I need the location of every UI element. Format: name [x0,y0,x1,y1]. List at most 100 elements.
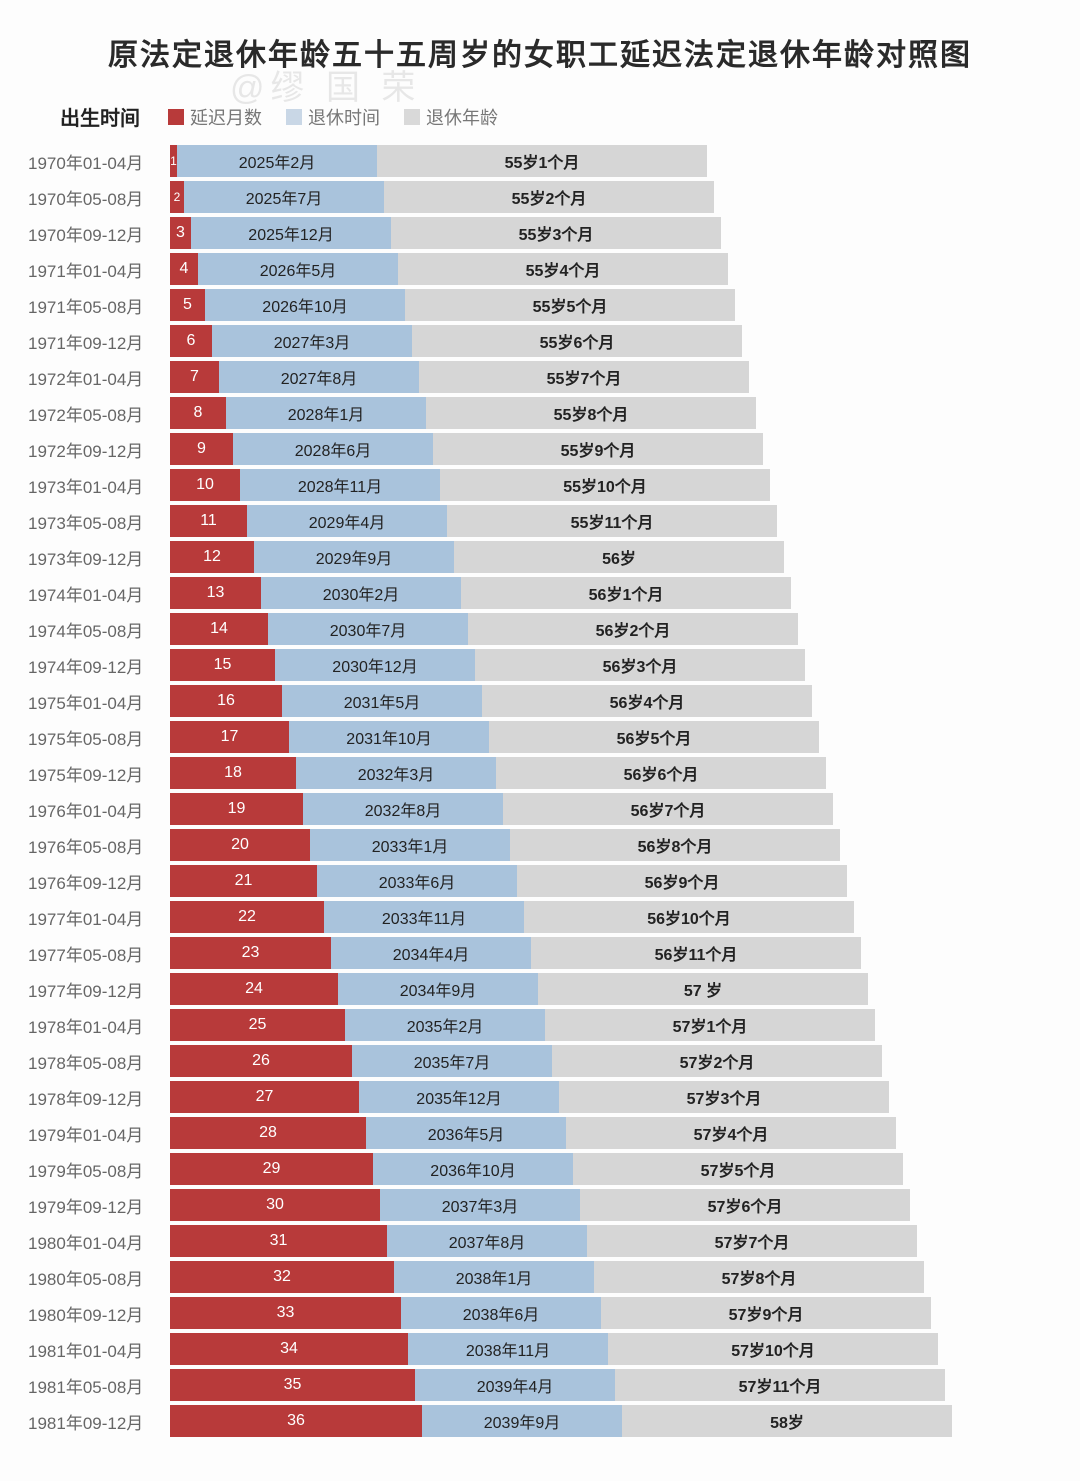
retire-date-bar: 2037年3月 [380,1189,580,1221]
row-birth-label: 1978年05-08月 [20,1045,170,1077]
retire-date-bar: 2038年1月 [394,1261,594,1293]
chart-row: 1981年09-12月362039年9月58岁 [20,1405,1060,1437]
bar-area: 182032年3月56岁6个月 [170,757,1060,789]
retire-age-bar: 57岁2个月 [552,1045,882,1077]
row-birth-label: 1975年05-08月 [20,721,170,753]
bar-area: 292036年10月57岁5个月 [170,1153,1060,1185]
retire-date-bar: 2030年12月 [275,649,475,681]
bar-area: 122029年9月56岁 [170,541,1060,573]
delay-bar: 24 [170,973,338,1005]
retire-date-bar: 2035年7月 [352,1045,552,1077]
bar-area: 272035年12月57岁3个月 [170,1081,1060,1113]
retire-age-bar: 55岁10个月 [440,469,770,501]
legend-label-delay: 延迟月数 [190,104,262,130]
retire-age-bar: 55岁4个月 [398,253,728,285]
retire-date-bar: 2028年6月 [233,433,433,465]
bar-area: 72027年8月55岁7个月 [170,361,1060,393]
chart-row: 1972年05-08月82028年1月55岁8个月 [20,397,1060,429]
chart-row: 1981年05-08月352039年4月57岁11个月 [20,1369,1060,1401]
row-birth-label: 1974年05-08月 [20,613,170,645]
retire-age-bar: 55岁6个月 [412,325,742,357]
retire-date-bar: 2033年11月 [324,901,524,933]
delay-bar: 15 [170,649,275,681]
row-birth-label: 1978年01-04月 [20,1009,170,1041]
legend-swatch-retire [286,109,302,125]
retire-age-bar: 57岁7个月 [587,1225,917,1257]
chart-row: 1980年01-04月312037年8月57岁7个月 [20,1225,1060,1257]
retire-date-bar: 2033年6月 [317,865,517,897]
retire-age-bar: 55岁3个月 [391,217,721,249]
retire-age-bar: 56岁2个月 [468,613,798,645]
chart-row: 1981年01-04月342038年11月57岁10个月 [20,1333,1060,1365]
bar-area: 172031年10月56岁5个月 [170,721,1060,753]
row-birth-label: 1976年01-04月 [20,793,170,825]
row-birth-label: 1970年09-12月 [20,217,170,249]
row-birth-label: 1971年05-08月 [20,289,170,321]
delay-bar: 7 [170,361,219,393]
retire-age-bar: 56岁4个月 [482,685,812,717]
retire-age-bar: 56岁 [454,541,784,573]
page-title: 原法定退休年龄五十五周岁的女职工延迟法定退休年龄对照图 [20,30,1060,74]
chart-row: 1976年01-04月192032年8月56岁7个月 [20,793,1060,825]
retire-age-bar: 57岁8个月 [594,1261,924,1293]
row-birth-label: 1973年05-08月 [20,505,170,537]
retire-age-bar: 56岁9个月 [517,865,847,897]
retire-date-bar: 2025年7月 [184,181,384,213]
bar-area: 262035年7月57岁2个月 [170,1045,1060,1077]
retire-age-bar: 55岁8个月 [426,397,756,429]
bar-area: 102028年11月55岁10个月 [170,469,1060,501]
retire-age-bar: 57岁9个月 [601,1297,931,1329]
legend-item-retire: 退休时间 [286,104,380,130]
retire-date-bar: 2032年8月 [303,793,503,825]
row-birth-label: 1975年01-04月 [20,685,170,717]
legend-birth-label: 出生时间 [60,102,140,131]
delay-bar: 35 [170,1369,415,1401]
retire-date-bar: 2029年4月 [247,505,447,537]
retire-date-bar: 2026年5月 [198,253,398,285]
chart-row: 1978年05-08月262035年7月57岁2个月 [20,1045,1060,1077]
row-birth-label: 1977年09-12月 [20,973,170,1005]
legend-label-age: 退休年龄 [426,104,498,130]
chart-row: 1974年05-08月142030年7月56岁2个月 [20,613,1060,645]
chart-row: 1973年09-12月122029年9月56岁 [20,541,1060,573]
retire-age-bar: 55岁7个月 [419,361,749,393]
bar-area: 32025年12月55岁3个月 [170,217,1060,249]
row-birth-label: 1973年09-12月 [20,541,170,573]
bar-area: 282036年5月57岁4个月 [170,1117,1060,1149]
row-birth-label: 1978年09-12月 [20,1081,170,1113]
delay-bar: 23 [170,937,331,969]
retire-age-bar: 55岁9个月 [433,433,763,465]
retire-date-bar: 2029年9月 [254,541,454,573]
delay-bar: 9 [170,433,233,465]
bar-area: 22025年7月55岁2个月 [170,181,1060,213]
bar-area: 12025年2月55岁1个月 [170,145,1060,177]
delay-bar: 27 [170,1081,359,1113]
bar-area: 352039年4月57岁11个月 [170,1369,1060,1401]
chart-row: 1971年09-12月62027年3月55岁6个月 [20,325,1060,357]
chart-row: 1976年09-12月212033年6月56岁9个月 [20,865,1060,897]
row-birth-label: 1972年01-04月 [20,361,170,393]
delay-bar: 33 [170,1297,401,1329]
delay-bar: 2 [170,181,184,213]
delay-bar: 3 [170,217,191,249]
retire-date-bar: 2027年3月 [212,325,412,357]
chart-row: 1972年01-04月72027年8月55岁7个月 [20,361,1060,393]
bar-area: 342038年11月57岁10个月 [170,1333,1060,1365]
retire-age-bar: 56岁5个月 [489,721,819,753]
retire-date-bar: 2034年4月 [331,937,531,969]
row-birth-label: 1980年05-08月 [20,1261,170,1293]
row-birth-label: 1972年05-08月 [20,397,170,429]
retire-date-bar: 2028年11月 [240,469,440,501]
retire-date-bar: 2038年11月 [408,1333,608,1365]
delay-bar: 18 [170,757,296,789]
delay-bar: 4 [170,253,198,285]
chart-row: 1979年05-08月292036年10月57岁5个月 [20,1153,1060,1185]
bar-area: 52026年10月55岁5个月 [170,289,1060,321]
retire-date-bar: 2030年2月 [261,577,461,609]
chart-row: 1970年01-04月12025年2月55岁1个月 [20,145,1060,177]
delay-bar: 29 [170,1153,373,1185]
retire-date-bar: 2034年9月 [338,973,538,1005]
legend-label-retire: 退休时间 [308,104,380,130]
chart-row: 1973年01-04月102028年11月55岁10个月 [20,469,1060,501]
bar-area: 222033年11月56岁10个月 [170,901,1060,933]
